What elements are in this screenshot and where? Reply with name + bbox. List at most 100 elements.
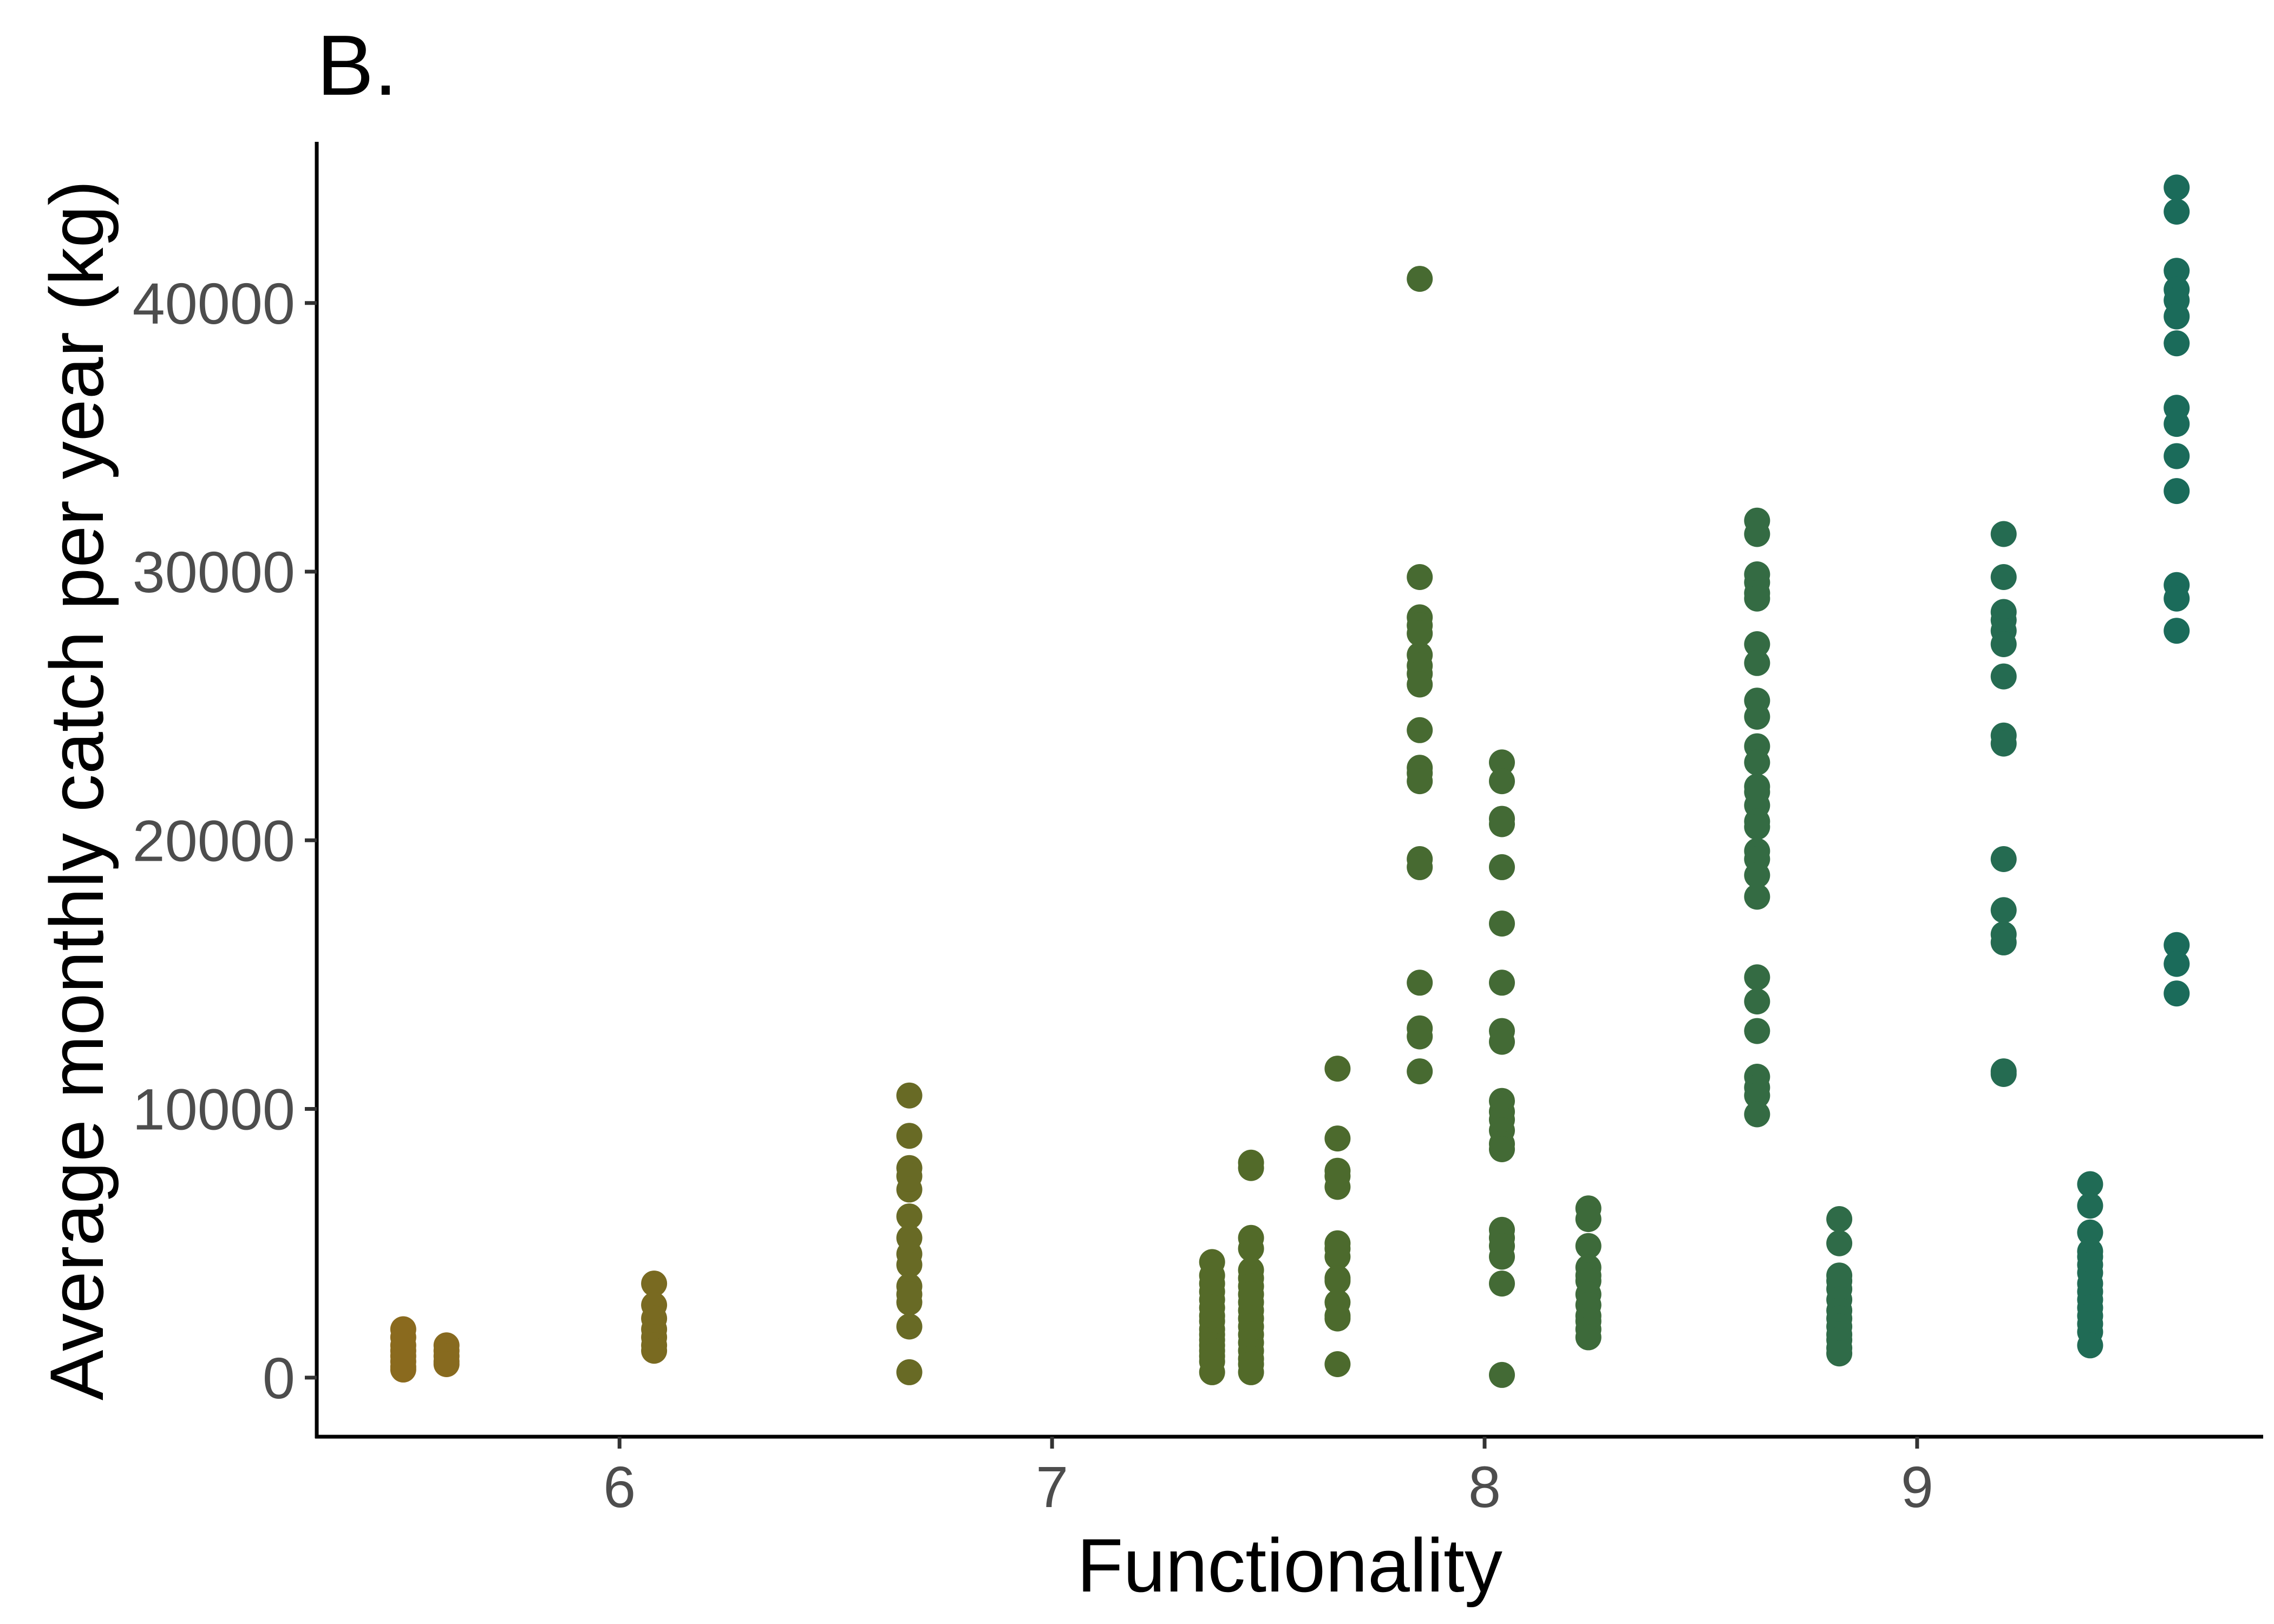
- data-point-7-1: [1407, 564, 1433, 590]
- x-tick-label-3: 9: [1901, 1454, 1933, 1520]
- y-tick-label-4: 40000: [133, 271, 295, 336]
- data-point-8-6: [1489, 970, 1515, 996]
- data-point-12-8: [1990, 730, 2017, 757]
- x-tick-label-2: 8: [1468, 1454, 1501, 1520]
- data-point-7-8: [1407, 671, 1433, 698]
- data-point-13-2: [2077, 1219, 2103, 1246]
- data-point-3-1: [896, 1123, 923, 1149]
- data-point-8-4: [1489, 854, 1515, 880]
- data-point-12-9: [1990, 846, 2017, 872]
- data-point-8-0: [1489, 749, 1515, 776]
- data-point-12-0: [1990, 521, 2017, 547]
- data-point-3-13: [896, 1359, 923, 1385]
- data-point-8-18: [1489, 1243, 1515, 1270]
- data-point-8-5: [1489, 911, 1515, 937]
- y-tick-label-2: 20000: [133, 808, 295, 873]
- data-point-12-14: [1990, 1061, 2017, 1087]
- data-point-14-12: [2164, 585, 2190, 612]
- data-point-14-0: [2164, 174, 2190, 201]
- data-point-10-21: [1744, 964, 1770, 991]
- data-point-5-1: [1238, 1155, 1264, 1181]
- data-point-9-2: [1575, 1233, 1602, 1259]
- data-point-8-3: [1489, 811, 1515, 837]
- y-tick-label-0: 0: [263, 1345, 295, 1411]
- data-point-7-18: [1407, 1058, 1433, 1085]
- data-point-6-4: [1324, 1174, 1351, 1200]
- data-point-13-1: [2077, 1193, 2103, 1219]
- data-point-7-0: [1407, 266, 1433, 292]
- data-point-1-4: [433, 1351, 460, 1377]
- data-point-12-5: [1990, 631, 2017, 657]
- data-point-11-0: [1826, 1206, 1853, 1232]
- data-point-10-20: [1744, 883, 1770, 910]
- data-point-6-12: [1324, 1305, 1351, 1332]
- data-point-5-3: [1238, 1235, 1264, 1262]
- data-point-12-10: [1990, 897, 2017, 924]
- data-point-10-1: [1744, 521, 1770, 547]
- data-point-6-13: [1324, 1351, 1351, 1377]
- data-point-14-16: [2164, 980, 2190, 1007]
- data-point-13-0: [2077, 1171, 2103, 1197]
- data-point-10-26: [1744, 1082, 1770, 1109]
- data-point-14-14: [2164, 932, 2190, 958]
- y-axis-title: Average monthly catch per year (kg): [34, 180, 119, 1400]
- data-point-7-17: [1407, 1023, 1433, 1050]
- data-point-14-8: [2164, 411, 2190, 437]
- data-point-12-6: [1990, 663, 2017, 690]
- data-point-10-9: [1744, 704, 1770, 730]
- data-point-10-19: [1744, 862, 1770, 888]
- data-point-4-15: [1199, 1359, 1225, 1385]
- data-point-8-1: [1489, 768, 1515, 795]
- data-point-3-5: [896, 1203, 923, 1230]
- data-point-10-22: [1744, 988, 1770, 1014]
- data-point-8-20: [1489, 1361, 1515, 1388]
- data-point-2-0: [641, 1271, 668, 1297]
- y-tick-label-3: 30000: [133, 539, 295, 605]
- data-point-9-11: [1575, 1324, 1602, 1351]
- data-point-10-23: [1744, 1018, 1770, 1044]
- x-axis-title: Functionality: [1077, 1523, 1502, 1608]
- data-point-7-12: [1407, 768, 1433, 795]
- data-point-10-16: [1744, 814, 1770, 840]
- data-point-14-5: [2164, 303, 2190, 330]
- y-tick-label-1: 10000: [133, 1077, 295, 1142]
- data-point-3-12: [896, 1313, 923, 1340]
- data-point-8-19: [1489, 1271, 1515, 1297]
- x-tick-label-1: 7: [1036, 1454, 1068, 1520]
- data-point-8-14: [1489, 1136, 1515, 1162]
- data-point-7-14: [1407, 854, 1433, 880]
- x-axis-ticks: 6 7 8 9: [603, 1437, 1933, 1520]
- data-point-14-13: [2164, 618, 2190, 644]
- data-point-7-9: [1407, 717, 1433, 743]
- data-point-14-9: [2164, 443, 2190, 469]
- data-point-13-14: [2077, 1332, 2103, 1359]
- data-point-6-0: [1324, 1056, 1351, 1082]
- data-point-12-12: [1990, 929, 2017, 955]
- data-point-14-10: [2164, 478, 2190, 505]
- data-point-6-1: [1324, 1125, 1351, 1152]
- points-layer: [390, 174, 2190, 1388]
- data-point-10-5: [1744, 585, 1770, 612]
- data-point-12-1: [1990, 564, 2017, 590]
- data-point-10-6: [1744, 631, 1770, 657]
- data-point-2-6: [641, 1338, 668, 1364]
- data-point-14-2: [2164, 258, 2190, 284]
- data-point-5-17: [1238, 1359, 1264, 1385]
- y-axis-ticks: 0 10000 20000 30000 40000: [133, 271, 317, 1411]
- chart-title: B.: [317, 18, 397, 113]
- data-point-3-4: [896, 1176, 923, 1203]
- data-point-3-0: [896, 1082, 923, 1109]
- data-point-10-27: [1744, 1101, 1770, 1128]
- data-point-3-11: [896, 1289, 923, 1315]
- data-point-11-1: [1826, 1230, 1853, 1256]
- data-point-10-11: [1744, 749, 1770, 776]
- data-point-11-12: [1826, 1340, 1853, 1367]
- data-point-7-4: [1407, 620, 1433, 647]
- x-tick-label-0: 6: [603, 1454, 636, 1520]
- data-point-14-6: [2164, 330, 2190, 357]
- data-point-3-8: [896, 1252, 923, 1278]
- data-point-14-15: [2164, 951, 2190, 977]
- data-point-6-7: [1324, 1243, 1351, 1270]
- data-point-10-7: [1744, 650, 1770, 676]
